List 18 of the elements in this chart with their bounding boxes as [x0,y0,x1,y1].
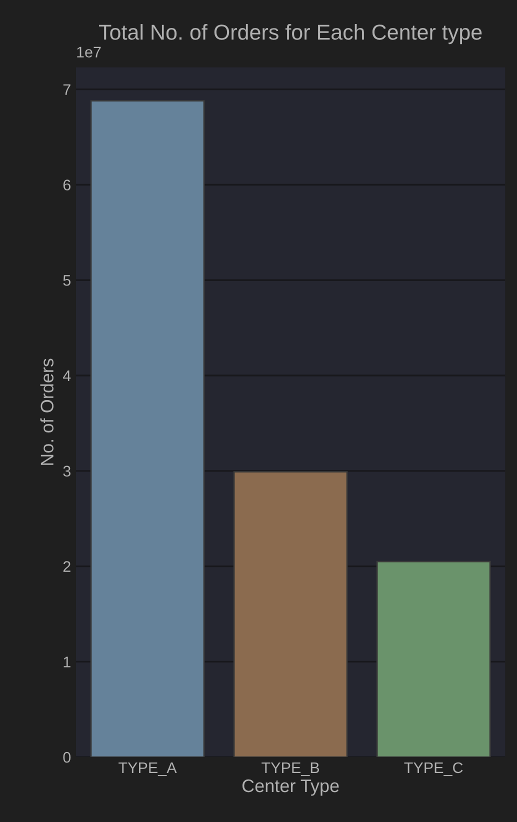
y-tick-label: 5 [63,275,70,286]
chart-title: Total No. of Orders for Each Center type [99,24,482,44]
y-axis-title: No. of Orders [40,358,54,465]
x-axis-title: Center Type [242,779,339,796]
y-tick-label: 6 [63,180,70,190]
y-tick-label: 1 [64,656,70,668]
y-tick-label: 0 [63,752,71,763]
y-tick-label: 3 [63,466,70,477]
bar [233,471,348,758]
x-tick-label: TYPE_C [404,762,463,776]
y-tick-label: 7 [63,84,70,95]
y-tick-label: 4 [62,370,71,382]
bar [376,560,491,758]
bar [90,100,205,758]
x-tick-label: TYPE_A [118,762,177,776]
x-tick-label: TYPE_B [262,762,320,776]
text: 1e7 [77,46,101,58]
y-tick-label: 2 [63,561,70,572]
